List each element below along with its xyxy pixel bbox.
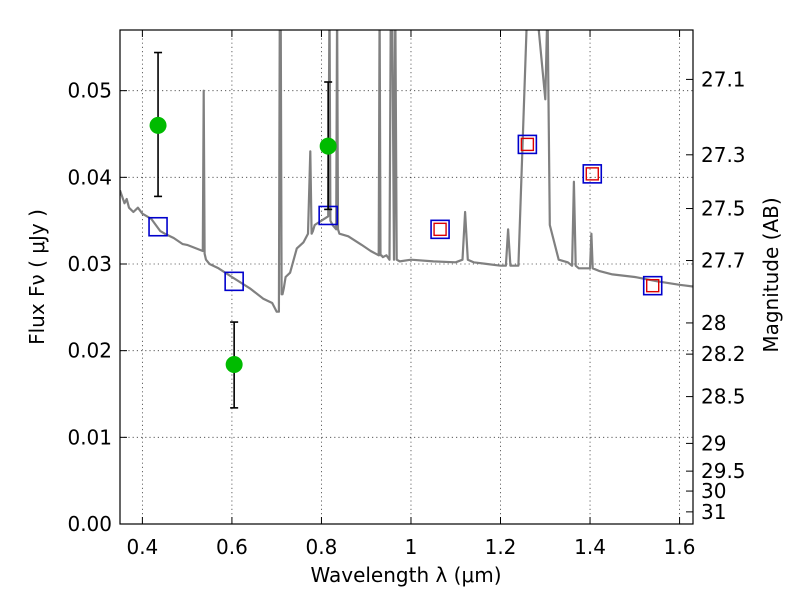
observed-photometry-point — [149, 116, 167, 134]
series-layer — [120, 30, 693, 409]
x-tick-label: 1.6 — [664, 535, 696, 559]
model-photometry-square — [642, 275, 663, 296]
model-photometry-inner-square — [433, 222, 447, 237]
mag-tick-label: 27.3 — [701, 143, 746, 167]
x-tick-label: 0.4 — [126, 535, 158, 559]
x-tick-label: 0.6 — [216, 535, 248, 559]
mag-tick-label: 27.5 — [701, 197, 746, 221]
model-photometry-square — [430, 219, 450, 240]
observed-photometry-point — [225, 356, 243, 374]
mag-tick-label: 28 — [701, 311, 726, 335]
x-tick-label: 1.2 — [485, 535, 517, 559]
x-tick-label: 1 — [405, 535, 418, 559]
model-photometry-square — [582, 164, 603, 184]
model-photometry-square — [148, 216, 168, 237]
tick-labels: 0.4 0.6 0.8 1 1.2 1.4 1.6 0.00 0.01 0.02 0.03 0.04 0… — [67, 67, 745, 559]
y-axis-label: Flux Fν ( μJy ) — [25, 209, 49, 345]
mag-tick-label: 30 — [701, 479, 726, 503]
y-tick-label: 0.00 — [67, 512, 112, 536]
axis-ticks — [120, 30, 693, 525]
x-axis-label: Wavelength λ (μm) — [310, 563, 501, 587]
mag-tick-label: 28.5 — [701, 385, 746, 409]
x-tick-label: 1.4 — [574, 535, 606, 559]
mag-tick-label: 28.2 — [701, 342, 746, 366]
model-photometry-square — [517, 134, 538, 155]
mag-tick-label: 31 — [701, 500, 726, 524]
y-tick-label: 0.01 — [67, 425, 112, 449]
mag-tick-label: 29.5 — [701, 459, 746, 483]
y-tick-label: 0.02 — [67, 339, 112, 363]
mag-tick-label: 29 — [701, 431, 726, 455]
y-axis-right-label: Magnitude (AB) — [759, 197, 783, 352]
y-tick-label: 0.05 — [67, 79, 112, 103]
model-photometry-inner-square — [585, 167, 599, 181]
model-photometry-inner-square — [646, 278, 660, 293]
plot-frame — [119, 29, 694, 525]
model-photometry-square — [224, 271, 244, 292]
mag-tick-label: 27.1 — [701, 67, 746, 91]
observed-photometry-point — [319, 137, 337, 155]
mag-tick-label: 27.7 — [701, 249, 746, 273]
model-spectrum-line — [120, 30, 693, 313]
model-photometry-inner-square — [520, 137, 535, 152]
grid — [120, 30, 693, 524]
x-tick-label: 0.8 — [306, 535, 338, 559]
y-tick-label: 0.04 — [67, 165, 112, 189]
y-tick-label: 0.03 — [67, 252, 112, 276]
